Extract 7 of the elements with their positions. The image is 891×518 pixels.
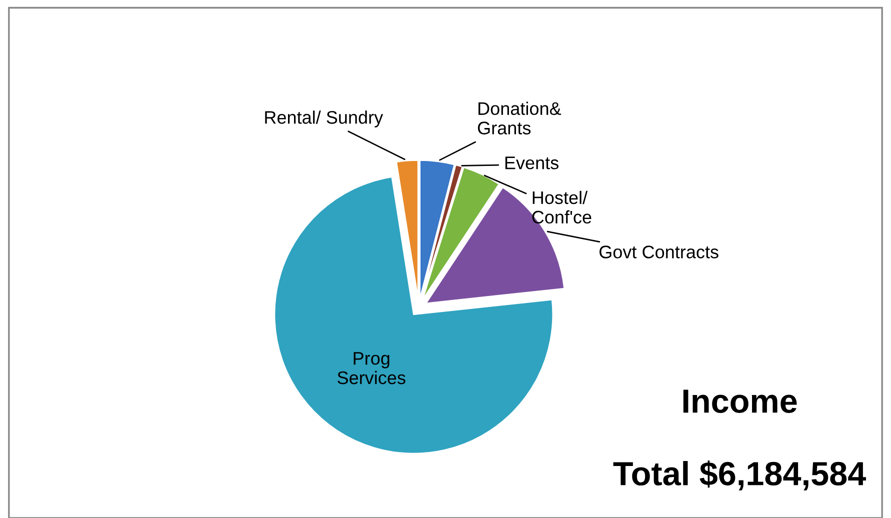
slice-label: Govt Contracts: [600, 246, 718, 258]
slice-label: Events: [505, 156, 558, 170]
text: Income: [683, 390, 797, 413]
slice-label: Rental/ Sundry: [265, 110, 384, 128]
text: Total $6,184,584: [613, 460, 866, 490]
slice-label: Prog Services: [338, 352, 406, 384]
slice-label: Donation& Grants: [478, 102, 562, 134]
